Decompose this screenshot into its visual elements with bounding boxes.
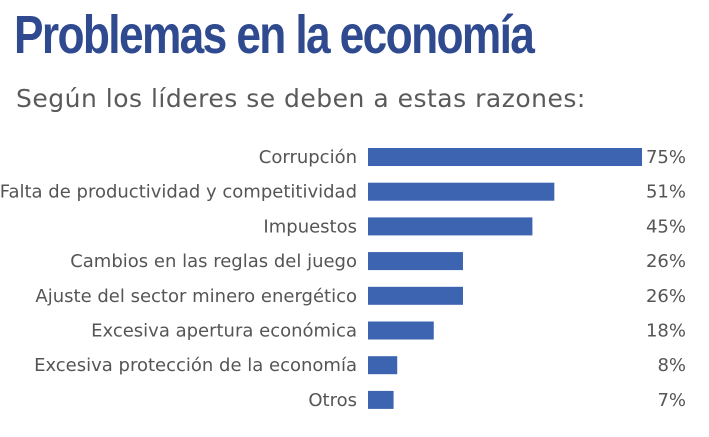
category-label: Ajuste del sector minero energético	[35, 286, 357, 307]
value-labels: 75% 51% 45% 26% 26% 18% 8% 7%	[646, 147, 686, 411]
category-labels: Corrupción Falta de productividad y compe…	[0, 147, 357, 411]
value-label: 26%	[646, 251, 686, 272]
bar	[368, 356, 398, 375]
category-label: Otros	[308, 390, 357, 411]
value-label: 8%	[657, 355, 686, 376]
bar	[368, 321, 434, 340]
bars	[368, 148, 642, 409]
category-label: Falta de productividad y competitividad	[0, 182, 357, 203]
category-label: Excesiva apertura económica	[91, 321, 357, 342]
page-title: Problemas en la economía	[14, 5, 535, 65]
page-subtitle: Según los líderes se deben a estas razon…	[16, 84, 586, 113]
value-label: 51%	[646, 182, 686, 203]
value-label: 18%	[646, 321, 686, 342]
bar	[368, 252, 463, 271]
bar	[368, 286, 463, 305]
category-label: Corrupción	[259, 147, 357, 168]
value-label: 75%	[646, 147, 686, 168]
category-label: Cambios en las reglas del juego	[70, 251, 357, 272]
value-label: 26%	[646, 286, 686, 307]
value-label: 45%	[646, 216, 686, 237]
value-label: 7%	[657, 390, 686, 411]
bar	[368, 182, 555, 201]
bar	[368, 217, 533, 236]
bar	[368, 390, 394, 409]
category-label: Excesiva protección de la economía	[34, 355, 357, 376]
category-label: Impuestos	[263, 216, 357, 237]
bar	[368, 148, 642, 166]
